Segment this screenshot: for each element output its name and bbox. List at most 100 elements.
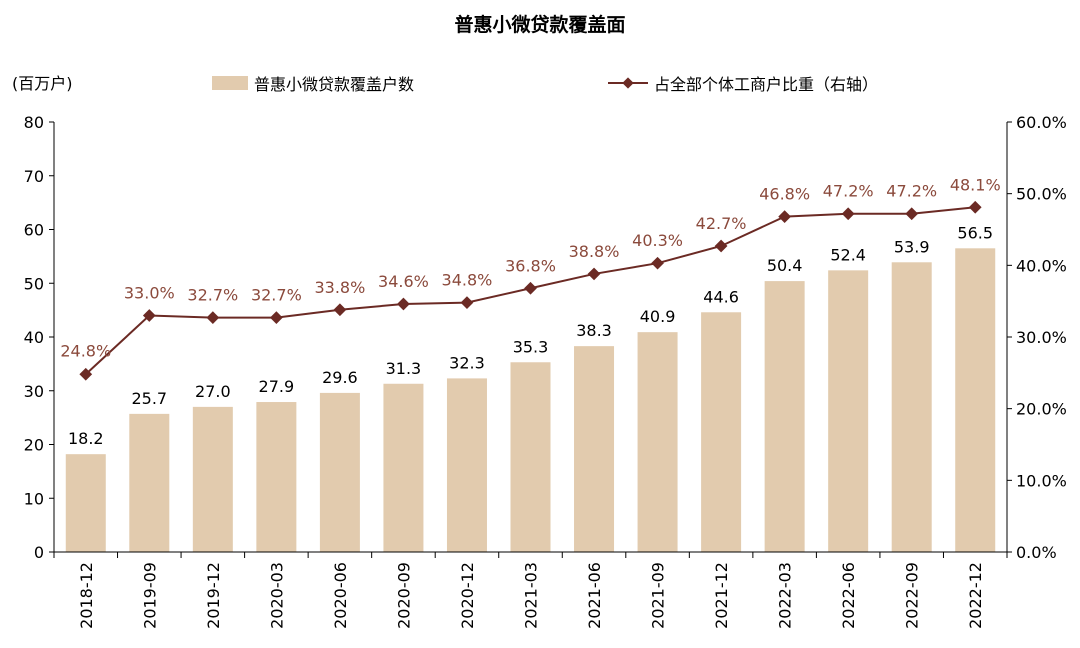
ratio-marker: [79, 367, 93, 381]
ratio-value-label: 40.3%: [632, 231, 683, 250]
x-tick-label: 2019-09: [140, 562, 159, 629]
x-tick-label: 2021-03: [522, 562, 541, 629]
x-tick-label: 2022-06: [839, 562, 858, 629]
x-tick-label: 2022-09: [903, 562, 922, 629]
right-tick-label: 40.0%: [1016, 256, 1067, 275]
legend-line-series: 占全部个体工商户比重（右轴）: [608, 72, 878, 94]
left-axis-unit: (百万户): [12, 74, 73, 93]
left-tick-label: 20: [24, 436, 44, 455]
right-tick-label: 60.0%: [1016, 113, 1067, 132]
legend-line-label: 占全部个体工商户比重（右轴）: [654, 75, 879, 94]
bar: [383, 383, 424, 552]
x-tick-label: 2018-12: [77, 562, 96, 629]
x-tick-label: 2022-12: [966, 562, 985, 629]
ratio-value-label: 47.2%: [823, 182, 874, 201]
ratio-value-label: 24.8%: [60, 341, 111, 360]
bar: [955, 248, 996, 552]
ratio-marker: [397, 297, 410, 311]
bar: [637, 332, 678, 552]
bar-value-label: 31.3: [386, 359, 422, 378]
ratio-value-label: 38.8%: [569, 242, 620, 261]
ratio-value-label: 47.2%: [886, 182, 937, 201]
ratio-value-label: 33.0%: [124, 284, 175, 303]
ratio-marker: [841, 207, 855, 221]
bar-value-label: 27.0: [195, 382, 231, 401]
ratio-marker: [587, 267, 601, 281]
x-tick-label: 2021-06: [585, 562, 604, 629]
chart-title: 普惠小微贷款覆盖面: [454, 14, 626, 36]
x-tick-label: 2021-09: [649, 562, 668, 629]
bar-value-label: 44.6: [703, 287, 739, 306]
ratio-value-label: 46.8%: [759, 185, 810, 204]
legend-bar-series: 普惠小微贷款覆盖户数: [212, 72, 414, 94]
right-tick-label: 30.0%: [1016, 328, 1067, 347]
right-tick-label: 10.0%: [1016, 471, 1067, 490]
bar: [319, 392, 360, 552]
x-tick-label: 2021-12: [712, 562, 731, 629]
x-tick-label: 2020-06: [331, 562, 350, 629]
bar-value-label: 53.9: [894, 237, 930, 256]
left-tick-label: 60: [24, 221, 44, 240]
x-tick-label: 2020-12: [458, 562, 477, 629]
ratio-marker: [905, 207, 919, 221]
legend-line-swatch: [608, 76, 648, 90]
ratio-marker: [524, 281, 537, 295]
bar: [446, 378, 487, 552]
ratio-value-label: 34.6%: [378, 272, 429, 291]
bar-value-label: 32.3: [449, 353, 485, 372]
right-tick-label: 50.0%: [1016, 185, 1067, 204]
ratio-value-label: 32.7%: [187, 286, 238, 305]
bar: [65, 454, 106, 552]
ratio-marker: [778, 210, 791, 223]
ratio-value-label: 32.7%: [251, 286, 302, 305]
bar: [129, 413, 170, 552]
ratio-value-label: 42.7%: [696, 214, 747, 233]
ratio-value-label: 48.1%: [950, 175, 1001, 194]
bar: [574, 346, 615, 552]
bar: [891, 262, 932, 552]
bar: [256, 402, 297, 552]
bar: [510, 362, 551, 552]
legend-bar-label: 普惠小微贷款覆盖户数: [254, 75, 415, 94]
ratio-value-label: 34.8%: [442, 271, 493, 290]
ratio-marker: [270, 311, 283, 325]
left-tick-label: 50: [24, 274, 44, 293]
bar-value-label: 35.3: [513, 337, 549, 356]
right-tick-label: 0.0%: [1016, 543, 1057, 562]
bar: [764, 281, 805, 552]
ratio-marker: [333, 303, 347, 317]
ratio-value-label: 36.8%: [505, 256, 556, 275]
bar-value-label: 38.3: [576, 321, 612, 340]
ratio-marker: [651, 256, 664, 270]
bar-value-label: 29.6: [322, 368, 358, 387]
x-tick-label: 2020-09: [394, 562, 413, 629]
bar: [828, 270, 869, 552]
left-tick-label: 0: [34, 543, 44, 562]
bar-value-label: 40.9: [640, 307, 676, 326]
ratio-marker: [460, 296, 474, 309]
x-tick-label: 2022-03: [776, 562, 795, 629]
bar-value-label: 25.7: [131, 389, 167, 408]
ratio-marker: [968, 200, 982, 214]
left-tick-label: 30: [24, 382, 44, 401]
legend-bar-swatch: [212, 76, 248, 90]
bar-value-label: 27.9: [259, 377, 295, 396]
right-tick-label: 20.0%: [1016, 400, 1067, 419]
ratio-marker: [714, 239, 728, 253]
left-tick-label: 80: [24, 113, 44, 132]
x-tick-label: 2020-03: [267, 562, 286, 629]
bar-value-label: 52.4: [830, 245, 866, 264]
bar: [701, 312, 742, 552]
ratio-marker: [142, 309, 156, 322]
left-tick-label: 70: [24, 167, 44, 186]
bar-value-label: 18.2: [68, 429, 104, 448]
bar-value-label: 56.5: [957, 223, 993, 242]
ratio-value-label: 33.8%: [314, 278, 365, 297]
ratio-marker: [206, 311, 220, 325]
x-tick-label: 2019-12: [204, 562, 223, 629]
bar: [192, 406, 233, 552]
bar-value-label: 50.4: [767, 256, 803, 275]
left-tick-label: 10: [24, 489, 44, 508]
left-tick-label: 40: [24, 328, 44, 347]
